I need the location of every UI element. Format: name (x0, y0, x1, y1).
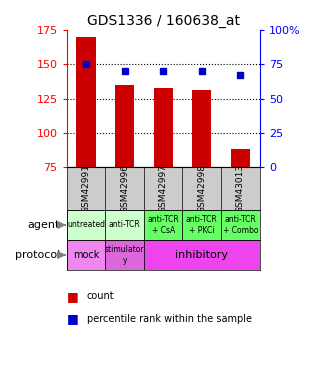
Bar (105, 240, 144, 270)
Text: protocol: protocol (15, 250, 60, 260)
Bar (76, 37, 96, 167)
Bar (154, 88, 173, 167)
Text: untreated: untreated (67, 220, 105, 230)
Text: agent: agent (28, 220, 60, 230)
Text: count: count (87, 291, 114, 301)
Bar (67, 240, 105, 270)
Text: anti-TCR
+ CsA: anti-TCR + CsA (147, 215, 179, 235)
Bar (231, 149, 250, 167)
Text: stimulator
y: stimulator y (105, 245, 144, 265)
Text: GSM42996: GSM42996 (120, 164, 129, 213)
Bar (115, 85, 134, 167)
Text: percentile rank within the sample: percentile rank within the sample (87, 314, 251, 324)
Text: mock: mock (73, 250, 99, 260)
Bar (144, 210, 182, 240)
Title: GDS1336 / 160638_at: GDS1336 / 160638_at (87, 13, 240, 28)
Text: ■: ■ (67, 312, 78, 325)
Text: inhibitory: inhibitory (175, 250, 228, 260)
Bar (192, 90, 211, 167)
Bar (221, 210, 260, 240)
Bar (67, 210, 105, 240)
Text: GSM43013: GSM43013 (236, 164, 245, 213)
Text: GSM42997: GSM42997 (159, 164, 168, 213)
Text: GSM42991: GSM42991 (81, 164, 91, 213)
Text: GSM42998: GSM42998 (197, 164, 206, 213)
Text: anti-TCR
+ PKCi: anti-TCR + PKCi (186, 215, 218, 235)
Text: anti-TCR: anti-TCR (109, 220, 141, 230)
Bar (182, 210, 221, 240)
Bar (105, 210, 144, 240)
Text: ■: ■ (67, 290, 78, 303)
Bar (144, 240, 260, 270)
Text: anti-TCR
+ Combo: anti-TCR + Combo (223, 215, 258, 235)
